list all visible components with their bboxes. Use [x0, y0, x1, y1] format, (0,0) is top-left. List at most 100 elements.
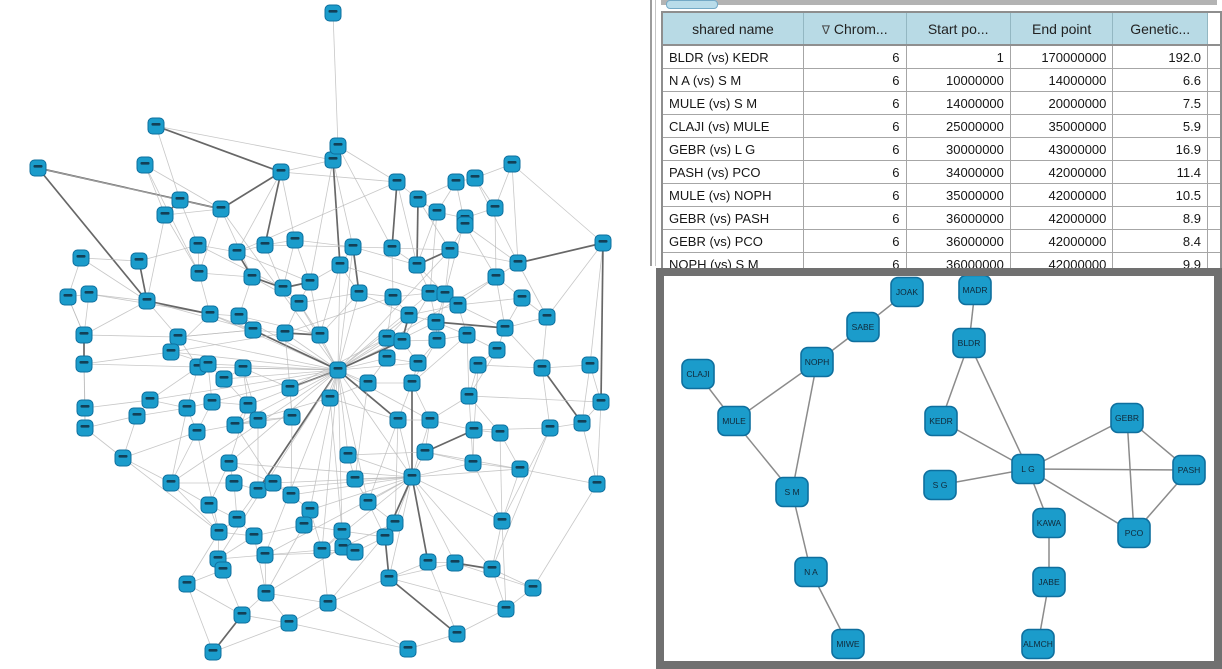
network-node[interactable] — [428, 331, 446, 349]
table-cell[interactable]: N A (vs) S M — [661, 68, 804, 92]
table-cell[interactable]: 42000000 — [1009, 160, 1114, 184]
table-cell[interactable]: 14000000 — [1009, 68, 1114, 92]
table-cell[interactable]: 7.5 — [1112, 91, 1208, 115]
network-node[interactable] — [276, 324, 294, 342]
network-node[interactable] — [503, 155, 521, 173]
network-node[interactable] — [486, 199, 504, 217]
network-node[interactable] — [204, 643, 222, 661]
table-hscrollbar-thumb[interactable] — [666, 0, 718, 9]
network-node[interactable] — [383, 239, 401, 257]
table-cell[interactable]: 30000000 — [905, 137, 1011, 161]
network-node[interactable] — [533, 359, 551, 377]
table-cell[interactable]: 34000000 — [905, 160, 1011, 184]
network-node-sg[interactable]: S G — [923, 469, 957, 501]
network-node[interactable] — [76, 419, 94, 437]
table-row[interactable]: MULE (vs) NOPH 6 35000000 42000000 10.5 — [661, 183, 1222, 207]
network-node-kedr[interactable]: KEDR — [924, 405, 958, 437]
network-node[interactable] — [319, 594, 337, 612]
network-node-jabe[interactable]: JABE — [1032, 566, 1066, 598]
sub-network-canvas[interactable]: JOAK SABE NOPH CLAJI MULE S M N A MIWE MADR BLDR K… — [664, 276, 1214, 661]
table-cell[interactable]: 1 — [905, 44, 1011, 69]
network-node[interactable] — [286, 231, 304, 249]
network-node[interactable] — [496, 319, 514, 337]
network-node[interactable] — [162, 474, 180, 492]
table-row[interactable]: BLDR (vs) KEDR 6 1 170000000 192.0 — [661, 44, 1222, 69]
network-node-pco[interactable]: PCO — [1117, 517, 1151, 549]
table-cell[interactable]: 36000000 — [905, 206, 1011, 230]
table-cell[interactable]: 10.5 — [1112, 183, 1208, 207]
network-node[interactable] — [458, 326, 476, 344]
network-node[interactable] — [75, 326, 93, 344]
network-node[interactable] — [215, 370, 233, 388]
table-cell[interactable]: 8.4 — [1112, 229, 1208, 253]
network-node[interactable] — [464, 454, 482, 472]
network-node[interactable] — [249, 411, 267, 429]
network-node[interactable] — [329, 361, 347, 379]
network-node-mule[interactable]: MULE — [717, 405, 751, 437]
network-node[interactable] — [280, 614, 298, 632]
network-node[interactable] — [147, 117, 165, 135]
network-node[interactable] — [329, 137, 347, 155]
network-node[interactable] — [524, 579, 542, 597]
network-node[interactable] — [581, 356, 599, 374]
network-edge[interactable] — [968, 342, 1029, 470]
network-node[interactable] — [388, 173, 406, 191]
table-cell[interactable]: 11.4 — [1112, 160, 1208, 184]
network-node[interactable] — [243, 268, 261, 286]
table-cell[interactable]: 42000000 — [1009, 183, 1114, 207]
table-cell[interactable]: 6.6 — [1112, 68, 1208, 92]
network-node-gebr[interactable]: GEBR — [1110, 402, 1144, 434]
table-cell[interactable]: 10000000 — [905, 68, 1011, 92]
network-node[interactable] — [245, 527, 263, 545]
table-cell[interactable]: 43000000 — [1009, 137, 1114, 161]
network-node[interactable] — [497, 600, 515, 618]
table-cell[interactable]: 6 — [802, 229, 907, 253]
table-cell[interactable]: GEBR (vs) PCO — [661, 229, 804, 253]
table-cell[interactable]: GEBR (vs) PASH — [661, 206, 804, 230]
network-node[interactable] — [295, 516, 313, 534]
table-cell[interactable]: 25000000 — [905, 114, 1011, 138]
network-node[interactable] — [220, 454, 238, 472]
network-node[interactable] — [225, 474, 243, 492]
network-node[interactable] — [114, 449, 132, 467]
network-node[interactable] — [301, 501, 319, 519]
column-header-sharedname[interactable]: shared name — [661, 11, 804, 46]
network-node[interactable] — [483, 560, 501, 578]
network-node[interactable] — [249, 481, 267, 499]
network-node[interactable] — [380, 569, 398, 587]
network-node[interactable] — [75, 355, 93, 373]
network-node[interactable] — [230, 307, 248, 325]
network-node[interactable] — [359, 493, 377, 511]
network-node[interactable] — [400, 306, 418, 324]
network-node-bldr[interactable]: BLDR — [952, 327, 986, 359]
network-node-pash[interactable]: PASH — [1172, 454, 1206, 486]
network-node[interactable] — [359, 374, 377, 392]
network-node[interactable] — [274, 279, 292, 297]
network-node[interactable] — [393, 332, 411, 350]
table-hscrollbar-track[interactable] — [661, 0, 1217, 5]
network-edge[interactable] — [1027, 468, 1135, 534]
network-node[interactable] — [156, 206, 174, 224]
network-node[interactable] — [376, 528, 394, 546]
network-node[interactable] — [493, 512, 511, 530]
filter-icon[interactable]: ∇ — [821, 22, 830, 37]
table-cell[interactable]: 6 — [802, 137, 907, 161]
network-node-miwe[interactable]: MIWE — [831, 628, 865, 660]
network-node[interactable] — [189, 236, 207, 254]
column-header-startpo[interactable]: Start po... — [905, 11, 1011, 46]
table-cell[interactable]: 6 — [802, 114, 907, 138]
network-node[interactable] — [212, 200, 230, 218]
table-row[interactable]: N A (vs) S M 6 10000000 14000000 6.6 — [661, 68, 1222, 92]
network-node-almch[interactable]: ALMCH — [1021, 628, 1055, 660]
network-node[interactable] — [76, 399, 94, 417]
network-node-kawa[interactable]: KAWA — [1032, 507, 1066, 539]
table-row[interactable]: GEBR (vs) PCO 6 36000000 42000000 8.4 — [661, 229, 1222, 253]
network-node[interactable] — [428, 203, 446, 221]
network-node[interactable] — [460, 387, 478, 405]
table-row[interactable]: GEBR (vs) L G 6 30000000 43000000 16.9 — [661, 137, 1222, 161]
network-node[interactable] — [324, 4, 342, 22]
network-node[interactable] — [290, 294, 308, 312]
table-cell[interactable]: 6 — [802, 160, 907, 184]
network-node[interactable] — [487, 268, 505, 286]
table-cell[interactable]: 14000000 — [905, 91, 1011, 115]
